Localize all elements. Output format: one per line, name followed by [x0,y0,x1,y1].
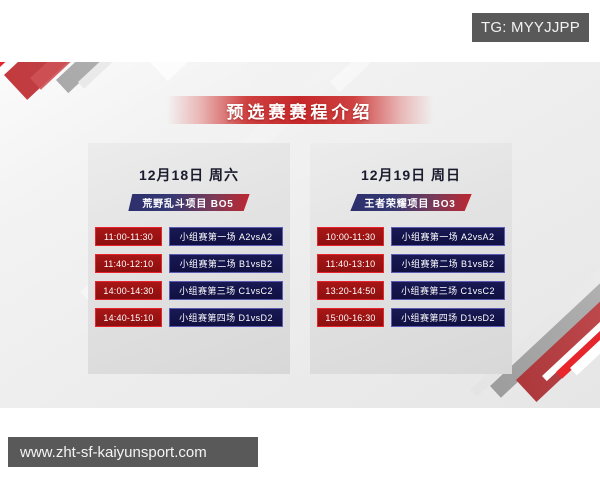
schedule-match-chip: 小组赛第一场 A2vsA2 [391,227,505,246]
day-panel-1-badge-wrap: 王者荣耀项目 BO3 [310,194,512,211]
poster-graphic: 预选赛赛程介绍 12月18日 周六 荒野乱斗项目 BO5 11:00-11:30… [0,62,600,408]
schedule-match-chip: 小组赛第二场 B1vsB2 [391,254,505,273]
day-panel-1-game-badge-label: 王者荣耀项目 BO3 [364,199,456,210]
schedule-time-chip: 13:20-14:50 [317,281,384,300]
title-banner: 预选赛赛程介绍 [167,96,433,124]
decor-light-streak-2 [330,62,600,93]
schedule-match-chip: 小组赛第四场 D1vsD2 [169,308,283,327]
schedule-row: 11:40-12:10 小组赛第二场 B1vsB2 [95,254,283,273]
tg-watermark-badge: TG: MYYJJPP [472,13,589,42]
schedule-time-chip: 11:40-12:10 [95,254,162,273]
day-panel-0-date: 12月18日 周六 [138,167,240,183]
schedule-time-chip: 10:00-11:30 [317,227,384,246]
schedule-match-chip: 小组赛第二场 B1vsB2 [169,254,283,273]
day-panel-0: 12月18日 周六 荒野乱斗项目 BO5 11:00-11:30 小组赛第一场 … [88,143,290,374]
decor-diagonal-gray-stripe-top-left-3 [78,62,304,89]
schedule-time-chip: 15:00-16:30 [317,308,384,327]
schedule-time-chip: 11:40-13:10 [317,254,384,273]
day-panel-0-schedule-list: 11:00-11:30 小组赛第一场 A2vsA2 11:40-12:10 小组… [95,227,283,335]
page-title: 预选赛赛程介绍 [226,102,374,122]
schedule-match-chip: 小组赛第三场 C1vsC2 [391,281,505,300]
schedule-row: 14:40-15:10 小组赛第四场 D1vsD2 [95,308,283,327]
day-panel-1-schedule-list: 10:00-11:30 小组赛第一场 A2vsA2 11:40-13:10 小组… [317,227,505,335]
schedule-row: 15:00-16:30 小组赛第四场 D1vsD2 [317,308,505,327]
site-watermark-badge: www.zht-sf-kaiyunsport.com [8,437,258,467]
day-panel-0-badge-wrap: 荒野乱斗项目 BO5 [88,194,290,211]
schedule-time-chip: 14:40-15:10 [95,308,162,327]
schedule-match-chip: 小组赛第一场 A2vsA2 [169,227,283,246]
schedule-time-chip: 11:00-11:30 [95,227,162,246]
schedule-row: 11:00-11:30 小组赛第一场 A2vsA2 [95,227,283,246]
schedule-row: 14:00-14:30 小组赛第三场 C1vsC2 [95,281,283,300]
day-panel-1-date: 12月19日 周日 [360,167,462,183]
schedule-row: 11:40-13:10 小组赛第二场 B1vsB2 [317,254,505,273]
day-panel-1: 12月19日 周日 王者荣耀项目 BO3 10:00-11:30 小组赛第一场 … [310,143,512,374]
day-panel-0-game-badge-label: 荒野乱斗项目 BO5 [142,199,234,210]
schedule-match-chip: 小组赛第三场 C1vsC2 [169,281,283,300]
schedule-match-chip: 小组赛第四场 D1vsD2 [391,308,505,327]
schedule-row: 10:00-11:30 小组赛第一场 A2vsA2 [317,227,505,246]
day-panel-0-game-badge: 荒野乱斗项目 BO5 [128,194,249,211]
schedule-time-chip: 14:00-14:30 [95,281,162,300]
schedule-row: 13:20-14:50 小组赛第三场 C1vsC2 [317,281,505,300]
day-panel-1-game-badge: 王者荣耀项目 BO3 [350,194,471,211]
